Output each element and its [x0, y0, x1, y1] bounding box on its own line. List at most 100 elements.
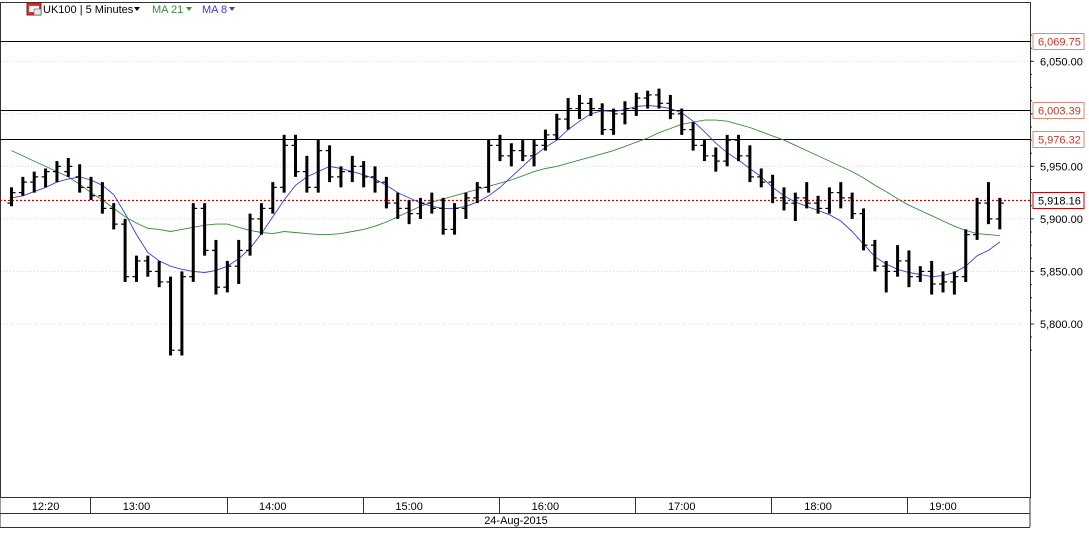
- ohlc-bar: [18, 176, 27, 196]
- ohlc-bar: [711, 147, 720, 172]
- ohlc-bar: [132, 255, 141, 282]
- ohlc-bar: [620, 101, 629, 125]
- ohlc-bar: [382, 176, 391, 209]
- ohlc-bar: [927, 260, 936, 295]
- time-tick-label: 16:00: [532, 501, 560, 513]
- ohlc-bar: [30, 171, 39, 193]
- ohlc-bar: [52, 161, 61, 183]
- ohlc-bar: [336, 166, 345, 188]
- ma8-legend[interactable]: MA 8: [202, 4, 227, 16]
- ohlc-bar: [575, 94, 584, 120]
- ohlc-bar: [791, 192, 800, 221]
- ohlc-bar: [916, 266, 925, 282]
- ohlc-bar: [371, 166, 380, 193]
- ohlc-bar: [64, 157, 73, 177]
- time-tick-label: 15:00: [395, 501, 423, 513]
- ohlc-bars: [7, 88, 1004, 356]
- ohlc-bar: [280, 134, 289, 193]
- ohlc-bar: [518, 140, 527, 162]
- price-label-box: [1032, 131, 1085, 148]
- ohlc-bar: [564, 98, 573, 130]
- price-tick-label: 5,800.00: [1040, 319, 1083, 331]
- level-price-label[interactable]: 5,976.32: [1032, 131, 1085, 148]
- ohlc-bar: [904, 250, 913, 288]
- ohlc-bar: [984, 182, 993, 225]
- plot-area[interactable]: [0, 2, 1031, 498]
- ohlc-bar: [211, 239, 220, 295]
- ohlc-bar: [348, 155, 357, 183]
- price-tick-label: 5,950.00: [1040, 161, 1083, 173]
- ohlc-bar: [405, 199, 414, 225]
- ohlc-bar: [87, 176, 96, 200]
- ohlc-bar: [848, 192, 857, 219]
- ohlc-bar: [461, 192, 470, 219]
- ohlc-bar: [700, 140, 709, 162]
- ohlc-bar: [950, 271, 959, 295]
- ohlc-bar: [836, 182, 845, 209]
- ohlc-bar: [609, 108, 618, 135]
- instrument-label[interactable]: UK100 | 5 Minutes: [43, 4, 134, 16]
- ohlc-bar: [973, 197, 982, 240]
- price-tick-label: 6,050.00: [1040, 56, 1083, 68]
- ohlc-bar: [734, 134, 743, 162]
- ohlc-bar: [666, 94, 675, 120]
- ohlc-bar: [291, 134, 300, 177]
- ohlc-bar: [677, 108, 686, 135]
- ohlc-bar: [757, 168, 766, 188]
- ohlc-bar: [882, 260, 891, 293]
- ohlc-bar: [893, 245, 902, 277]
- ohlc-bar: [109, 203, 118, 230]
- ohlc-bar: [779, 187, 788, 211]
- ohlc-bar: [689, 122, 698, 151]
- ohlc-bar: [166, 276, 175, 356]
- ohlc-bar: [325, 145, 334, 183]
- ohlc-bar: [7, 187, 16, 207]
- time-axis[interactable]: 12:20 13:00 14:00 15:00 16:00 17:00 18:00 19:00…: [0, 497, 1031, 528]
- ohlc-bar: [530, 140, 539, 167]
- ohlc-bar: [632, 92, 641, 116]
- ohlc-bar: [200, 203, 209, 256]
- cfd-icon[interactable]: [26, 2, 42, 16]
- ohlc-bar: [495, 134, 504, 162]
- time-tick-label: 17:00: [668, 501, 696, 513]
- time-tick-label: 12:20: [32, 501, 60, 513]
- price-label-text: 5,918.16: [1038, 196, 1081, 208]
- horizontal-levels[interactable]: [0, 41, 1030, 202]
- ohlc-bar: [121, 218, 130, 282]
- triangle-down-icon[interactable]: [134, 7, 140, 11]
- ohlc-bar: [223, 260, 232, 293]
- ohlc-bar: [189, 203, 198, 282]
- ohlc-bar: [393, 192, 402, 219]
- ohlc-bar: [155, 260, 164, 288]
- chart-header: UK100 | 5 Minutes MA 21 MA 8: [26, 2, 235, 16]
- triangle-down-icon[interactable]: [229, 7, 235, 11]
- ohlc-bar: [825, 187, 834, 214]
- triangle-down-icon[interactable]: [186, 7, 192, 11]
- price-axis[interactable]: 5,800.005,850.005,900.005,950.006,000.00…: [1030, 33, 1085, 351]
- ma21-legend[interactable]: MA 21: [152, 4, 183, 16]
- ohlc-bar: [473, 182, 482, 204]
- ohlc-bar: [598, 103, 607, 135]
- ohlc-bar: [41, 168, 50, 188]
- date-label: 24-Aug-2015: [484, 515, 548, 527]
- ohlc-bar: [507, 143, 516, 167]
- ohlc-bar: [427, 192, 436, 214]
- ohlc-bar: [450, 203, 459, 235]
- ohlc-bar: [98, 182, 107, 214]
- ohlc-bar: [143, 255, 152, 277]
- current-price-label[interactable]: 5,918.16: [1032, 192, 1085, 209]
- level-price-label[interactable]: 6,069.75: [1032, 33, 1085, 50]
- time-tick-label: 14:00: [259, 501, 287, 513]
- ohlc-bar: [257, 203, 266, 235]
- grid-layer: [1, 60, 1030, 325]
- ohlc-bar: [177, 271, 186, 356]
- ohlc-bar: [859, 208, 868, 251]
- ma8-line: [11, 104, 1001, 278]
- ohlc-bar: [541, 129, 550, 151]
- price-label-text: 5,976.32: [1038, 135, 1081, 147]
- level-price-label[interactable]: 6,003.39: [1032, 102, 1085, 119]
- ohlc-bar: [655, 88, 664, 109]
